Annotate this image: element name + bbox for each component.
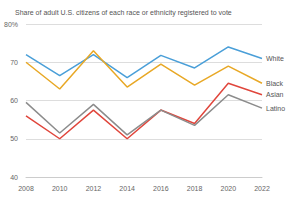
svg-text:2022: 2022 bbox=[254, 185, 270, 192]
svg-text:2014: 2014 bbox=[119, 185, 135, 192]
svg-text:Asian: Asian bbox=[266, 91, 284, 98]
svg-text:80%: 80% bbox=[4, 21, 18, 28]
svg-text:2010: 2010 bbox=[52, 185, 68, 192]
svg-text:2008: 2008 bbox=[18, 185, 34, 192]
svg-text:40: 40 bbox=[10, 174, 18, 181]
svg-text:2018: 2018 bbox=[187, 185, 203, 192]
svg-text:70: 70 bbox=[10, 59, 18, 66]
svg-text:2012: 2012 bbox=[86, 185, 102, 192]
svg-text:White: White bbox=[266, 55, 284, 62]
svg-text:Latino: Latino bbox=[266, 105, 285, 112]
svg-text:60: 60 bbox=[10, 97, 18, 104]
svg-text:Black: Black bbox=[266, 80, 284, 87]
svg-text:2016: 2016 bbox=[153, 185, 169, 192]
svg-text:Share of adult U.S. citizens o: Share of adult U.S. citizens of each rac… bbox=[15, 9, 232, 17]
svg-text:2020: 2020 bbox=[220, 185, 236, 192]
svg-text:50: 50 bbox=[10, 135, 18, 142]
